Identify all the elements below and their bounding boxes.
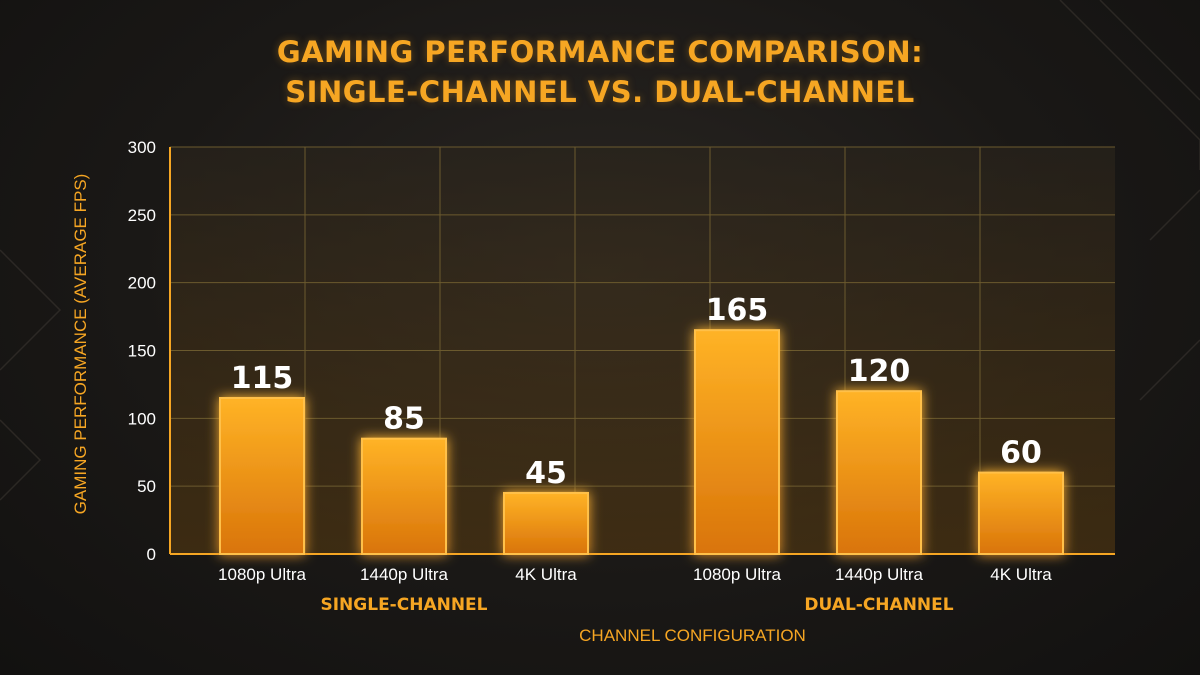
y-tick-label: 300 — [128, 138, 156, 157]
x-tick-label: 1080p Ultra — [693, 565, 781, 584]
bar — [219, 396, 305, 555]
y-axis-title: GAMING PERFORMANCE (AVERAGE FPS) — [71, 174, 90, 515]
y-tick-label: 150 — [128, 342, 156, 361]
bar — [978, 471, 1064, 556]
chart-title: GAMING PERFORMANCE COMPARISON: SINGLE-CH… — [0, 32, 1200, 112]
x-tick-label: 4K Ultra — [515, 565, 577, 584]
bar-value-label: 115 — [231, 361, 294, 396]
bar — [836, 390, 922, 556]
group-label: SINGLE-CHANNEL — [320, 595, 487, 615]
bar-value-label: 120 — [848, 354, 911, 389]
x-axis-title: CHANNEL CONFIGURATION — [579, 626, 806, 645]
x-tick-label: 4K Ultra — [990, 565, 1052, 584]
x-tick-label: 1440p Ultra — [835, 565, 923, 584]
y-tick-label: 100 — [128, 409, 156, 428]
y-tick-label: 50 — [137, 477, 156, 496]
x-tick-label: 1440p Ultra — [360, 565, 448, 584]
bar — [361, 437, 447, 555]
group-label: DUAL-CHANNEL — [804, 595, 953, 615]
y-tick-label: 0 — [147, 545, 156, 564]
bar-value-label: 45 — [525, 456, 567, 491]
bar-value-label: 85 — [383, 402, 425, 437]
y-tick-label: 250 — [128, 206, 156, 225]
bar — [503, 491, 589, 556]
bar — [694, 329, 780, 555]
chart-title-line-1: GAMING PERFORMANCE COMPARISON: — [276, 35, 924, 69]
bar-value-label: 60 — [1000, 436, 1042, 471]
chart-title-line-2: SINGLE-CHANNEL VS. DUAL-CHANNEL — [285, 75, 915, 109]
x-tick-label: 1080p Ultra — [218, 565, 306, 584]
y-tick-label: 200 — [128, 274, 156, 293]
bar-value-label: 165 — [706, 293, 769, 328]
